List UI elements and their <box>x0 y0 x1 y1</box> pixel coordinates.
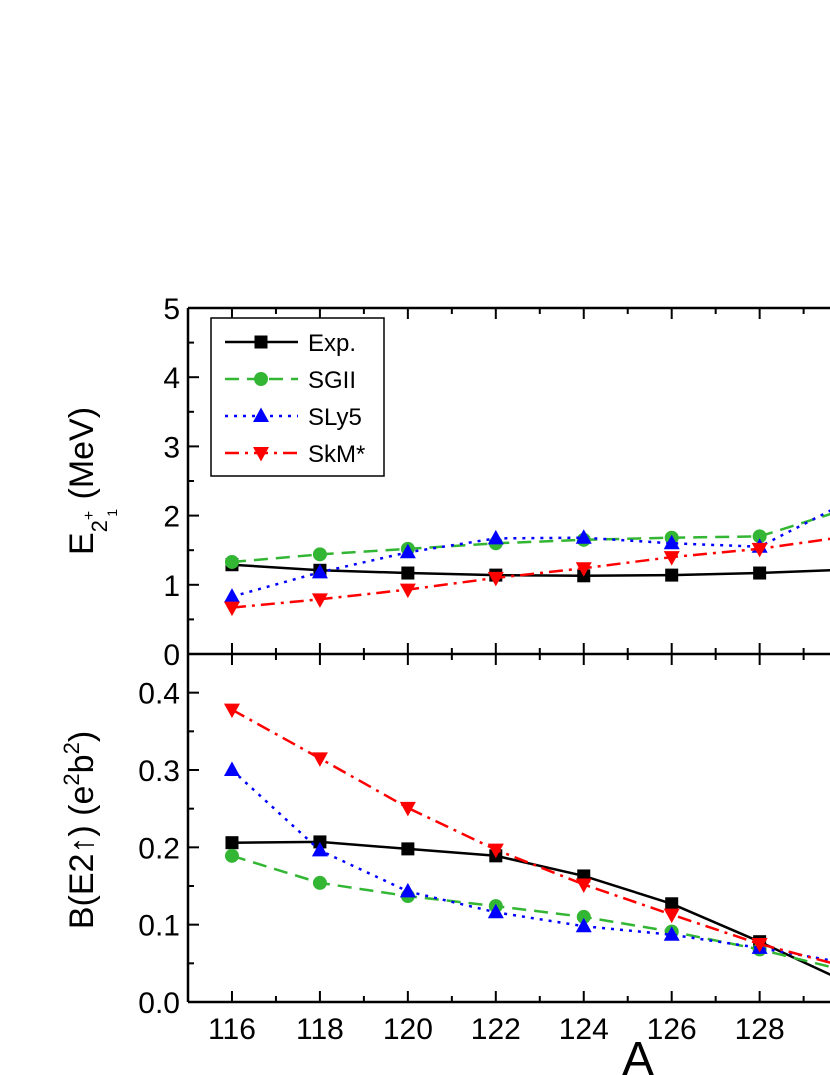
top-point-sly5 <box>663 534 680 550</box>
top-y-axis-title: E2+ 1 (MeV) <box>63 407 120 555</box>
legend-label: SkM* <box>308 441 365 468</box>
xtick-label: 122 <box>471 1013 521 1046</box>
bottom-series-line-skm <box>231 708 830 964</box>
bottom-point-sgii <box>312 875 327 890</box>
top-point-skm <box>311 593 328 608</box>
xtick-label: 124 <box>559 1013 609 1046</box>
top-ytick-label: 4 <box>163 362 180 395</box>
bottom-point-exp <box>665 897 679 911</box>
bottom-point-sgii <box>224 848 239 863</box>
bottom-panel-ticks: 0.0 0.1 0.2 0.3 0.4 116 118 120 122 124 126 128 <box>138 654 805 1046</box>
bottom-point-sly5 <box>487 903 504 919</box>
bottom-point-skm <box>575 878 592 893</box>
bottom-point-skm <box>399 801 416 817</box>
bottom-series-line-exp <box>231 840 830 976</box>
legend-label: SGII <box>308 367 356 394</box>
xtick-label: 128 <box>735 1013 785 1046</box>
top-point-sly5 <box>311 563 328 579</box>
bottom-panel-frame <box>186 652 830 1004</box>
bottom-point-skm <box>223 703 240 719</box>
legend-label: Exp. <box>308 330 356 357</box>
bottom-point-exp <box>401 842 415 856</box>
legend-box <box>210 317 385 477</box>
legend-marker-sly5 <box>253 407 269 422</box>
top-point-skm <box>751 542 768 558</box>
bottom-point-sgii <box>576 909 591 924</box>
top-panel-ticks: 0 1 2 3 4 5 <box>163 293 805 672</box>
bottom-point-skm <box>487 843 504 859</box>
top-point-skm <box>575 562 592 577</box>
legend-marker-exp <box>254 335 268 349</box>
top-ytick-label: 3 <box>163 431 180 464</box>
bottom-point-sly5 <box>575 917 592 933</box>
bottom-ytick-label: 0.2 <box>138 832 180 865</box>
bottom-point-skm <box>663 908 680 924</box>
bottom-point-skm <box>751 938 768 953</box>
bottom-point-sly5 <box>223 761 240 776</box>
top-ytick-label: 0 <box>163 639 180 672</box>
top-point-exp <box>665 568 679 582</box>
top-point-sly5 <box>223 588 240 603</box>
xtick-label: 126 <box>647 1013 697 1046</box>
top-ytick-label: 5 <box>163 293 180 326</box>
bottom-ytick-label: 0.0 <box>138 987 180 1020</box>
top-point-skm <box>663 551 680 566</box>
top-point-sly5 <box>399 543 416 559</box>
legend-marker-sgii <box>254 372 268 386</box>
top-point-sgii <box>312 547 327 562</box>
legend-marker-skm <box>253 447 269 462</box>
bottom-point-sly5 <box>663 926 680 941</box>
bottom-y-axis-title: B(E2↑) (e2b2) <box>59 731 101 929</box>
bottom-series-line-sly5 <box>231 769 830 962</box>
top-ytick-label: 2 <box>163 501 180 534</box>
legend: Exp. SGII SLy5 SkM* <box>210 317 385 477</box>
bottom-ytick-label: 0.3 <box>138 755 180 788</box>
bottom-point-sly5 <box>311 841 328 857</box>
bottom-point-skm <box>311 752 328 767</box>
top-point-sly5 <box>487 529 504 545</box>
x-axis-title: A <box>622 1033 654 1075</box>
bottom-panel-series <box>223 703 830 976</box>
top-point-sgii <box>224 554 239 569</box>
top-point-skm <box>399 583 416 599</box>
top-series-line-sgii <box>231 512 830 564</box>
xtick-label: 116 <box>208 1013 256 1046</box>
bottom-ytick-label: 0.1 <box>138 910 180 943</box>
top-point-exp <box>401 566 415 580</box>
top-panel-series <box>223 509 830 617</box>
top-point-sly5 <box>575 529 592 544</box>
bottom-ytick-label: 0.4 <box>138 678 180 711</box>
bottom-series-line-sgii <box>231 854 830 969</box>
top-point-skm <box>223 601 240 617</box>
xtick-label: 120 <box>383 1013 433 1046</box>
bottom-point-sly5 <box>399 882 416 898</box>
top-series-line-exp <box>231 563 830 578</box>
top-ytick-label: 1 <box>163 570 180 603</box>
xtick-label: 118 <box>296 1013 344 1046</box>
top-point-sgii <box>752 529 767 544</box>
top-point-exp <box>753 566 767 580</box>
legend-label: SLy5 <box>308 404 362 431</box>
top-point-skm <box>487 571 504 587</box>
bottom-point-exp <box>225 836 239 850</box>
bottom-point-exp <box>313 835 327 849</box>
